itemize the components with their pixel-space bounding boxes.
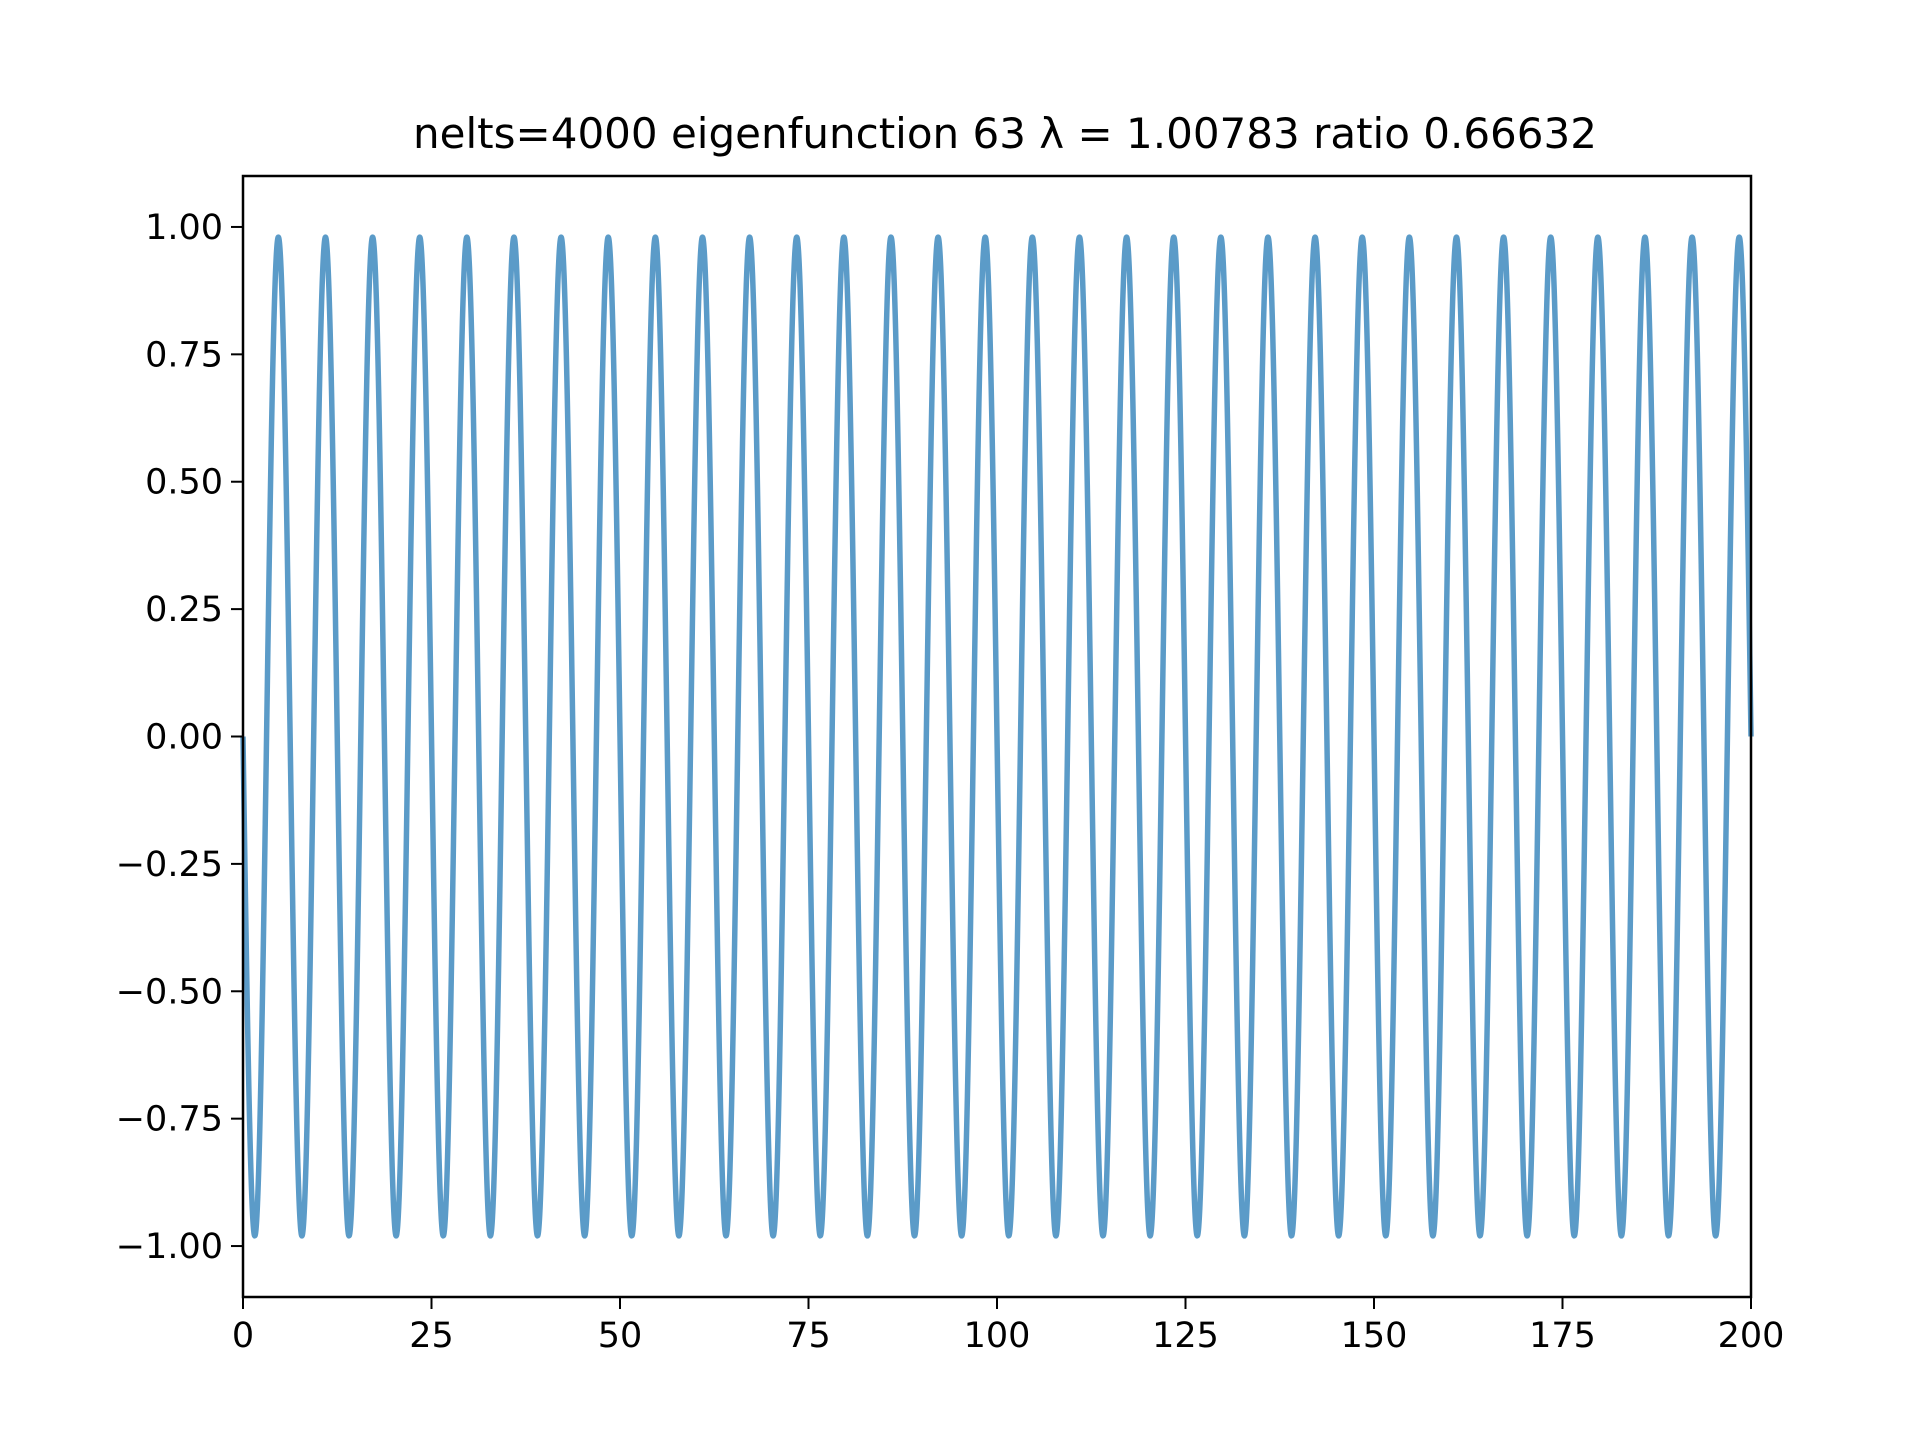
y-tick-label: 0.50 — [145, 463, 223, 503]
y-tick-label: −0.50 — [116, 972, 223, 1012]
y-tick-label: 1.00 — [145, 208, 223, 248]
y-tick-label: 0.00 — [145, 718, 223, 758]
x-tick-label: 75 — [786, 1316, 831, 1356]
chart-title: nelts=4000 eigenfunction 63 λ = 1.00783 … — [413, 109, 1597, 158]
x-tick-label: 50 — [598, 1316, 643, 1356]
x-tick-label: 100 — [964, 1316, 1031, 1356]
y-tick-label: 0.25 — [145, 590, 223, 630]
x-axis: 0 25 50 75 100 125 150 175 200 — [232, 1297, 1785, 1356]
y-tick-label: −0.25 — [116, 845, 223, 885]
x-tick-label: 0 — [232, 1316, 254, 1356]
y-axis: 1.00 0.75 0.50 0.25 0.00 −0.25 −0.50 −0.75 −1.00 — [116, 208, 243, 1267]
x-tick-label: 125 — [1152, 1316, 1219, 1356]
x-tick-label: 200 — [1718, 1316, 1785, 1356]
y-tick-label: −0.75 — [116, 1100, 223, 1140]
series-layer — [240, 234, 1754, 1239]
y-tick-label: 0.75 — [145, 335, 223, 375]
y-tick-label: −1.00 — [116, 1227, 223, 1267]
x-tick-label: 175 — [1529, 1316, 1596, 1356]
x-tick-label: 25 — [409, 1316, 454, 1356]
x-tick-label: 150 — [1341, 1316, 1408, 1356]
series-line — [240, 234, 1754, 1239]
